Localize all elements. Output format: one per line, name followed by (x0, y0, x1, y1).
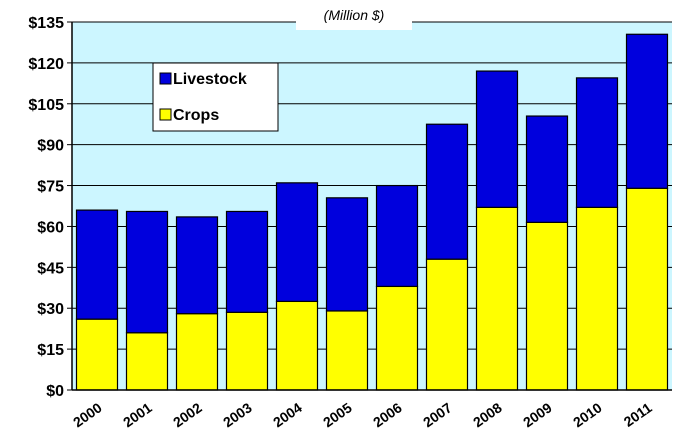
bar-livestock-2010 (575, 77, 619, 208)
bar-livestock-2006 (375, 184, 419, 288)
y-tick-label: $75 (37, 179, 64, 196)
bar-livestock-2001 (125, 210, 169, 334)
y-tick-label: $30 (37, 301, 64, 318)
y-axis-ticks: $0 $15 $30 $45 $60 $75 $90 $105 $120 $135 (28, 15, 72, 400)
y-tick-label: $45 (37, 260, 64, 277)
x-tick-label: 2008 (470, 399, 505, 430)
bar-crops-2001 (125, 332, 169, 391)
x-tick-label: 2010 (570, 399, 605, 430)
y-tick-label: $0 (46, 383, 64, 400)
y-tick-label: $120 (28, 56, 64, 73)
y-tick-label: $105 (28, 97, 64, 114)
y-tick-label: $90 (37, 138, 64, 155)
x-axis-ticks: 2000 2001 2002 2003 2004 2005 2006 2007 2008 2009… (70, 399, 655, 430)
bar-crops-2007 (425, 258, 469, 391)
bar-crops-2010 (575, 206, 619, 391)
bar-livestock-2007 (425, 123, 469, 260)
bar-crops-2011 (625, 187, 669, 391)
bar-livestock-2004 (275, 182, 319, 303)
legend-box (152, 62, 279, 132)
bar-crops-2003 (225, 311, 269, 391)
x-tick-label: 2007 (420, 399, 455, 430)
bar-crops-2008 (475, 206, 519, 391)
bar-crops-2002 (175, 313, 219, 391)
bars (75, 33, 669, 391)
bar-livestock-2005 (325, 197, 369, 312)
bar-livestock-2000 (75, 209, 119, 320)
bar-crops-2004 (275, 300, 319, 391)
x-tick-label: 2004 (270, 399, 305, 430)
legend-swatch-crops (159, 108, 172, 121)
legend-label-crops: Crops (173, 107, 219, 124)
x-tick-label: 2002 (170, 399, 205, 430)
x-tick-label: 2011 (621, 399, 655, 430)
x-tick-label: 2003 (220, 399, 255, 430)
bar-livestock-2002 (175, 216, 219, 315)
y-tick-label: $135 (28, 15, 64, 32)
subtitle-box (296, 0, 412, 30)
chart-subtitle: (Million $) (324, 7, 385, 23)
x-tick-label: 2005 (320, 399, 355, 430)
bar-crops-2000 (75, 318, 119, 391)
y-tick-label: $60 (37, 219, 64, 236)
legend-label-livestock: Livestock (173, 71, 247, 88)
x-tick-label: 2001 (120, 399, 155, 430)
bar-livestock-2008 (475, 70, 519, 208)
bar-livestock-2011 (625, 33, 669, 189)
y-tick-label: $15 (37, 342, 64, 359)
bar-crops-2009 (525, 221, 569, 391)
bar-crops-2005 (325, 310, 369, 391)
bar-livestock-2009 (525, 115, 569, 223)
bar-livestock-2003 (225, 210, 269, 313)
bar-crops-2006 (375, 285, 419, 391)
x-tick-label: 2000 (70, 399, 105, 430)
x-tick-label: 2006 (370, 399, 405, 430)
legend: Livestock Crops (152, 62, 279, 132)
legend-swatch-livestock (159, 72, 172, 85)
x-tick-label: 2009 (520, 399, 555, 430)
